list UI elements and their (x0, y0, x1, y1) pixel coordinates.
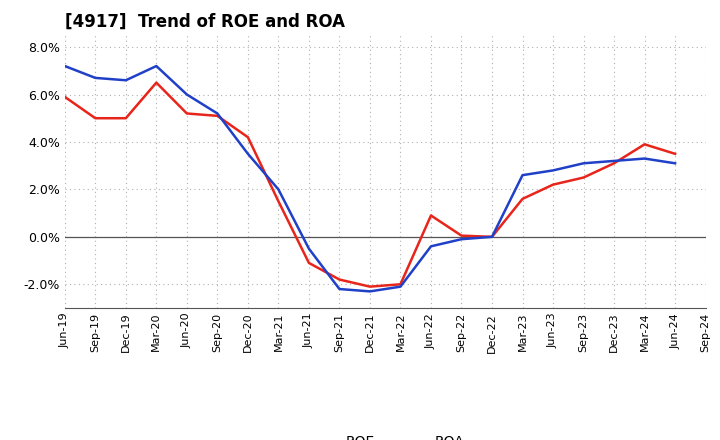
ROE (427, 213, 436, 218)
ROA (91, 75, 99, 81)
ROE (610, 161, 618, 166)
ROA (366, 289, 374, 294)
ROA (335, 286, 343, 292)
ROA (122, 77, 130, 83)
ROE (671, 151, 680, 157)
ROE (549, 182, 557, 187)
ROE (60, 94, 69, 99)
ROE (396, 282, 405, 287)
ROE (274, 198, 283, 204)
ROE (183, 111, 192, 116)
Line: ROA: ROA (65, 66, 675, 291)
ROE (640, 142, 649, 147)
Text: [4917]  Trend of ROE and ROA: [4917] Trend of ROE and ROA (65, 13, 345, 31)
ROA (183, 92, 192, 97)
ROE (366, 284, 374, 289)
ROA (671, 161, 680, 166)
ROA (274, 187, 283, 192)
ROA (640, 156, 649, 161)
ROA (549, 168, 557, 173)
ROA (60, 63, 69, 69)
Line: ROE: ROE (65, 83, 675, 286)
ROA (457, 237, 466, 242)
ROE (518, 196, 527, 202)
ROE (243, 135, 252, 140)
ROA (213, 111, 222, 116)
ROE (91, 116, 99, 121)
ROA (487, 234, 496, 239)
ROE (305, 260, 313, 266)
ROE (487, 234, 496, 239)
ROE (213, 113, 222, 118)
ROA (152, 63, 161, 69)
ROA (610, 158, 618, 164)
ROA (518, 172, 527, 178)
ROE (457, 233, 466, 238)
ROA (396, 284, 405, 289)
Legend: ROE, ROA: ROE, ROA (301, 429, 469, 440)
ROE (579, 175, 588, 180)
ROA (243, 151, 252, 157)
ROE (335, 277, 343, 282)
ROE (122, 116, 130, 121)
ROE (152, 80, 161, 85)
ROA (579, 161, 588, 166)
ROA (305, 246, 313, 251)
ROA (427, 244, 436, 249)
